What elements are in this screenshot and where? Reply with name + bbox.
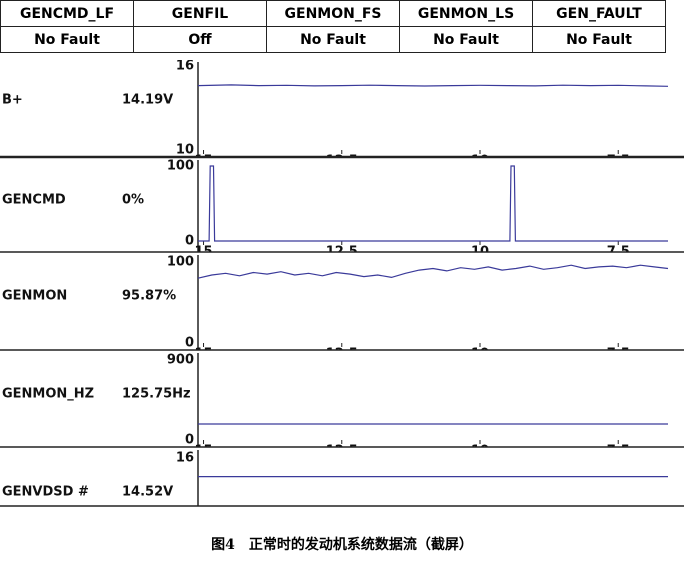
header-cell: GENMON_LS (399, 0, 533, 27)
trace (198, 165, 668, 242)
y-tick-label: 0 (185, 433, 194, 448)
x-tick-label: 7.5 (607, 245, 630, 260)
caption: 图4 正常时的发动机系统数据流（截屏） (211, 537, 473, 553)
header-cell: GENCMD_LF (0, 0, 134, 27)
signal-reading: 125.75Hz (122, 387, 191, 402)
x-tick-label: 12.5 (326, 245, 358, 260)
x-tick-label: 15 (194, 245, 212, 260)
y-tick-label: 0 (185, 234, 194, 249)
y-tick-label: 900 (167, 353, 194, 368)
chart-row: B+ 14.19V 10 16 15 12.5 10 7.5 (2, 59, 669, 169)
y-tick-label: 100 (167, 255, 194, 270)
y-tick-label: 16 (176, 59, 194, 74)
y-tick-label: 100 (167, 159, 194, 174)
value-cell: No Fault (399, 26, 533, 53)
chart-row: GENVDSD # 14.52V 16 (2, 450, 668, 506)
signal-name: B+ (2, 93, 23, 108)
status-table: GENCMD_LF GENFIL GENMON_FS GENMON_LS GEN… (0, 0, 666, 53)
signal-name: GENMON (2, 289, 67, 304)
chart-row: GENMON 95.87% 0 100 15 12.5 10 7.5 (2, 255, 669, 362)
x-tick-label: 15 (194, 347, 212, 362)
trace (197, 84, 669, 87)
x-tick-label: 7.5 (607, 154, 630, 169)
signal-reading: 95.87% (122, 289, 176, 304)
signal-reading: 0% (122, 193, 144, 208)
value-cell: No Fault (532, 26, 666, 53)
y-tick-label: 16 (176, 451, 194, 466)
header-cell: GENFIL (133, 0, 267, 27)
signal-reading: 14.52V (122, 485, 173, 500)
signal-reading: 14.19V (122, 93, 173, 108)
x-tick-label: 10 (471, 347, 489, 362)
x-tick-label: 12.5 (326, 444, 358, 459)
signal-name: GENVDSD # (2, 485, 89, 500)
y-tick-label: 0 (185, 336, 194, 351)
x-tick-label: 10 (471, 444, 489, 459)
x-tick-label: 15 (194, 154, 212, 169)
signal-name: GENMON_HZ (2, 387, 94, 402)
chart-row: GENCMD 0% 0 100 15 12.5 10 7.5 (2, 159, 668, 260)
signal-name: GENCMD (2, 193, 66, 208)
chart-row: GENMON_HZ 125.75Hz 0 900 15 12.5 10 7.5 (2, 353, 668, 459)
x-tick-label: 10 (471, 154, 489, 169)
x-tick-label: 15 (194, 444, 212, 459)
x-tick-label: 7.5 (607, 347, 630, 362)
x-tick-label: 10 (471, 245, 489, 260)
x-tick-label: 12.5 (326, 154, 358, 169)
x-tick-label: 7.5 (607, 444, 630, 459)
y-tick-label: 10 (176, 143, 194, 158)
header-cell: GEN_FAULT (532, 0, 666, 27)
x-tick-label: 12.5 (326, 347, 358, 362)
value-cell: Off (133, 26, 267, 53)
value-cell: No Fault (266, 26, 400, 53)
trace (197, 264, 669, 279)
